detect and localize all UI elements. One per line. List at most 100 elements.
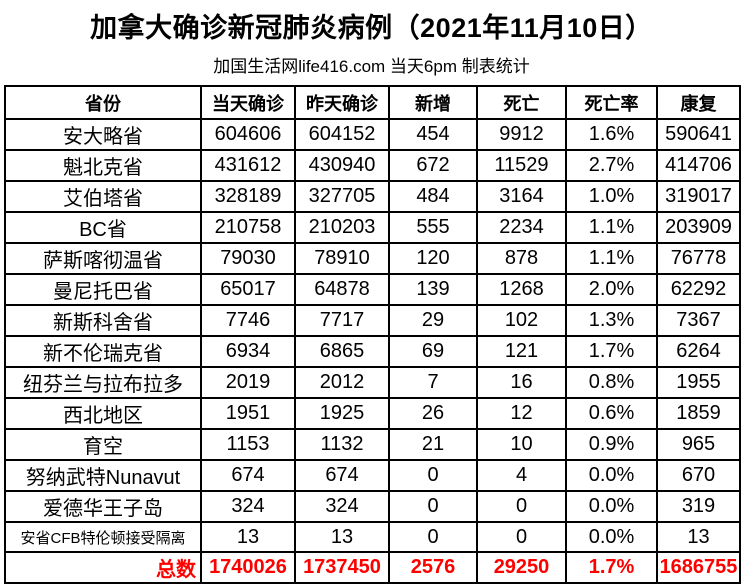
cell-value: 324	[200, 490, 296, 523]
cell-value: 2012	[294, 366, 390, 399]
cell-value: 604152	[294, 118, 390, 151]
cell-value: 2.0%	[565, 273, 658, 306]
cell-value: 0	[476, 490, 567, 523]
cell-value: 13	[656, 521, 741, 553]
table-row: 安省CFB特伦顿接受隔离 13 13 0 0 0.0% 13	[4, 521, 741, 553]
cell-value: 120	[388, 242, 478, 275]
cell-value: 1925	[294, 397, 390, 430]
cell-value: 430940	[294, 149, 390, 182]
cell-value: 9912	[476, 118, 567, 151]
cell-value: 431612	[200, 149, 296, 182]
table-row: 西北地区 1951 1925 26 12 0.6% 1859	[4, 397, 741, 430]
cell-value: 13	[294, 521, 390, 553]
cell-value: 2234	[476, 211, 567, 244]
cell-value: 1951	[200, 397, 296, 430]
cell-value: 965	[656, 428, 741, 461]
header-row: 省份 当天确诊 昨天确诊 新增 死亡 死亡率 康复	[4, 85, 741, 120]
header-cell: 康复	[656, 85, 741, 120]
table-row: 爱德华王子岛 324 324 0 0 0.0% 319	[4, 490, 741, 523]
cell-value: 13	[200, 521, 296, 553]
cell-value: 604606	[200, 118, 296, 151]
cell-province: 爱德华王子岛	[4, 490, 202, 523]
cell-value: 484	[388, 180, 478, 213]
cell-province: 安省CFB特伦顿接受隔离	[4, 521, 202, 553]
cell-value: 670	[656, 459, 741, 492]
cell-value: 7	[388, 366, 478, 399]
cell-value: 2.7%	[565, 149, 658, 182]
cell-value: 0.8%	[565, 366, 658, 399]
cell-value: 590641	[656, 118, 741, 151]
header-cell: 省份	[4, 85, 202, 120]
cell-value: 76778	[656, 242, 741, 275]
cell-value: 1859	[656, 397, 741, 430]
table-row: 育空 1153 1132 21 10 0.9% 965	[4, 428, 741, 461]
cell-value: 319017	[656, 180, 741, 213]
cell-value: 7367	[656, 304, 741, 337]
cell-value: 16	[476, 366, 567, 399]
table-row: 新斯科舍省 7746 7717 29 102 1.3% 7367	[4, 304, 741, 337]
header-cell: 死亡	[476, 85, 567, 120]
cell-value: 0.0%	[565, 459, 658, 492]
cell-province: 新斯科舍省	[4, 304, 202, 337]
cell-province: 萨斯喀彻温省	[4, 242, 202, 275]
cell-province: 努纳武特Nunavut	[4, 459, 202, 492]
cell-value: 3164	[476, 180, 567, 213]
cell-value: 0.6%	[565, 397, 658, 430]
cell-value: 1132	[294, 428, 390, 461]
cell-value: 0.0%	[565, 521, 658, 553]
total-value: 1.7%	[565, 551, 658, 584]
cell-province: 新不伦瑞克省	[4, 335, 202, 368]
cell-value: 674	[200, 459, 296, 492]
cell-value: 454	[388, 118, 478, 151]
cell-value: 69	[388, 335, 478, 368]
page-subtitle: 加国生活网life416.com 当天6pm 制表统计	[213, 57, 530, 76]
cell-value: 11529	[476, 149, 567, 182]
cell-value: 0	[388, 490, 478, 523]
table-row: 安大略省 604606 604152 454 9912 1.6% 590641	[4, 118, 741, 151]
cell-value: 203909	[656, 211, 741, 244]
cell-value: 6934	[200, 335, 296, 368]
cell-value: 1.6%	[565, 118, 658, 151]
cell-value: 12	[476, 397, 567, 430]
cell-value: 1.3%	[565, 304, 658, 337]
table-row: 萨斯喀彻温省 79030 78910 120 878 1.1% 76778	[4, 242, 741, 275]
table-row: BC省 210758 210203 555 2234 1.1% 203909	[4, 211, 741, 244]
cell-value: 2019	[200, 366, 296, 399]
cell-value: 555	[388, 211, 478, 244]
cell-value: 0.9%	[565, 428, 658, 461]
cell-value: 672	[388, 149, 478, 182]
total-value: 2576	[388, 551, 478, 584]
cell-value: 319	[656, 490, 741, 523]
total-value: 29250	[476, 551, 567, 584]
cell-province: 育空	[4, 428, 202, 461]
cell-value: 0	[388, 459, 478, 492]
cell-value: 6264	[656, 335, 741, 368]
cell-value: 121	[476, 335, 567, 368]
table-row: 艾伯塔省 328189 327705 484 3164 1.0% 319017	[4, 180, 741, 213]
cell-value: 1268	[476, 273, 567, 306]
cell-province: 西北地区	[4, 397, 202, 430]
cell-value: 7746	[200, 304, 296, 337]
table-row: 纽芬兰与拉布拉多 2019 2012 7 16 0.8% 1955	[4, 366, 741, 399]
header-cell: 昨天确诊	[294, 85, 390, 120]
cell-value: 102	[476, 304, 567, 337]
total-value: 1686755	[656, 551, 741, 584]
total-value: 1737450	[294, 551, 390, 584]
cell-value: 26	[388, 397, 478, 430]
cell-value: 1.0%	[565, 180, 658, 213]
cell-province: 魁北克省	[4, 149, 202, 182]
cell-value: 139	[388, 273, 478, 306]
cell-value: 0	[476, 521, 567, 553]
cell-value: 62292	[656, 273, 741, 306]
cell-province: 安大略省	[4, 118, 202, 151]
cell-value: 79030	[200, 242, 296, 275]
table-row: 曼尼托巴省 65017 64878 139 1268 2.0% 62292	[4, 273, 741, 306]
cell-value: 1.1%	[565, 242, 658, 275]
cell-value: 878	[476, 242, 567, 275]
cell-value: 4	[476, 459, 567, 492]
cell-value: 327705	[294, 180, 390, 213]
cell-value: 324	[294, 490, 390, 523]
table-row: 努纳武特Nunavut 674 674 0 4 0.0% 670	[4, 459, 741, 492]
cell-value: 210758	[200, 211, 296, 244]
cell-province: 艾伯塔省	[4, 180, 202, 213]
